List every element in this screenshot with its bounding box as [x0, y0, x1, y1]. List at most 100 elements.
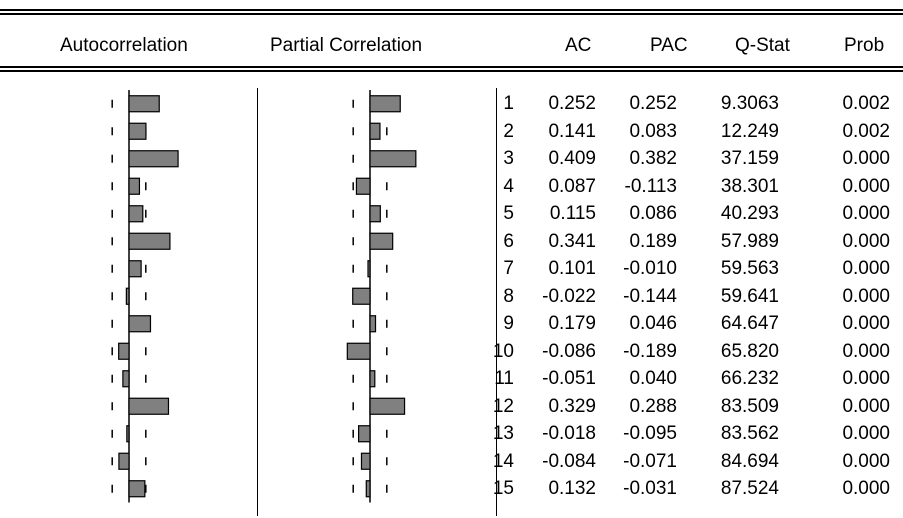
pac-bar: [369, 315, 377, 333]
pac-cell: -0.031: [623, 478, 677, 499]
prob-cell: 0.000: [842, 175, 890, 197]
ac-cell: -0.084: [542, 450, 596, 472]
prob-cell: 0.000: [842, 340, 890, 362]
ac-cell: 0.329: [548, 395, 596, 417]
pac-bar: [367, 260, 371, 278]
ac-bar: [125, 287, 130, 305]
ac-cell: 0.179: [548, 313, 596, 334]
pac-cell: 0.086: [629, 203, 677, 224]
pac-cell: 0.046: [629, 313, 677, 334]
qstat-header: Q-Stat: [735, 35, 790, 56]
pac-cell: -0.113: [624, 175, 677, 197]
qstat-cell: 37.159: [720, 148, 779, 169]
prob-cell: 0.000: [842, 285, 890, 307]
qstat-cell: 38.301: [720, 175, 779, 197]
lag-cell: 11: [494, 368, 514, 389]
lag-cell: 9: [503, 313, 514, 334]
ac-bar: [122, 370, 130, 388]
prob-header: Prob: [844, 35, 885, 56]
ac-bar: [128, 232, 171, 250]
ac-bar: [118, 342, 130, 360]
pac-bar: [355, 177, 371, 195]
autocorrelation-header: Autocorrelation: [60, 35, 188, 56]
prob-cell: 0.000: [842, 148, 890, 169]
lag-cell: 13: [492, 423, 514, 444]
pac-header: PAC: [650, 35, 688, 56]
pac-bar: [358, 425, 371, 443]
pac-cell: 0.083: [629, 120, 677, 142]
pac-bar: [369, 232, 394, 250]
qstat-cell: 83.562: [720, 423, 779, 444]
prob-cell: 0.000: [842, 423, 890, 444]
qstat-cell: 66.232: [720, 368, 779, 389]
qstat-cell: 59.641: [720, 285, 779, 307]
pac-cell: 0.252: [629, 93, 677, 114]
pac-cell: 0.288: [629, 395, 677, 417]
pac-cell: 0.382: [629, 148, 677, 169]
pac-bar: [360, 452, 371, 470]
ac-cell: 0.141: [548, 120, 596, 142]
pac-bar: [365, 480, 371, 498]
ac-cell: -0.086: [542, 340, 596, 362]
prob-cell: 0.000: [842, 395, 890, 417]
ac-cell: -0.051: [542, 368, 596, 389]
ac-cell: 0.101: [548, 258, 596, 279]
ac-bar: [128, 315, 152, 333]
lag-cell: 1: [503, 93, 514, 114]
ac-cell: 0.132: [548, 478, 596, 499]
qstat-cell: 57.989: [720, 230, 779, 252]
ac-cell: 0.252: [548, 93, 596, 114]
ac-bar: [128, 177, 141, 195]
qstat-cell: 9.3063: [720, 93, 779, 114]
pac-cell: -0.095: [623, 423, 677, 444]
lag-cell: 10: [492, 340, 514, 362]
ac-bar: [126, 425, 130, 443]
ac-bar: [128, 95, 160, 113]
prob-cell: 0.002: [842, 93, 890, 114]
pac-cell: -0.189: [623, 340, 677, 362]
ac-cell: 0.087: [548, 175, 596, 197]
top-rule: [0, 9, 903, 11]
lag-cell: 3: [503, 148, 514, 169]
ac-bar: [128, 260, 142, 278]
pac-cell: 0.189: [629, 230, 677, 252]
header-rule-inner: [0, 70, 903, 72]
prob-cell: 0.000: [842, 368, 890, 389]
qstat-cell: 65.820: [720, 340, 779, 362]
header-rule: [0, 66, 903, 68]
ac-cell: 0.115: [549, 203, 596, 224]
ac-bar: [118, 452, 130, 470]
qstat-cell: 84.694: [720, 450, 779, 472]
ac-bar: [128, 480, 146, 498]
lag-cell: 2: [503, 120, 514, 142]
lag-cell: 14: [492, 450, 514, 472]
qstat-cell: 59.563: [720, 258, 779, 279]
lag-cell: 8: [503, 285, 514, 307]
ac-bar: [128, 397, 170, 415]
prob-cell: 0.000: [842, 450, 890, 472]
pac-bar: [346, 342, 371, 360]
lag-cell: 4: [503, 175, 514, 197]
lag-cell: 12: [492, 395, 514, 417]
pac-bar: [352, 287, 371, 305]
lag-cell: 6: [503, 230, 514, 252]
pac-cell: -0.010: [623, 258, 677, 279]
ac-bar: [128, 205, 144, 223]
ac-cell: -0.022: [542, 285, 596, 307]
top-rule-inner: [0, 13, 903, 15]
ac-cell: -0.018: [542, 423, 596, 444]
lag-cell: 5: [503, 203, 514, 224]
pac-cell: 0.040: [629, 368, 677, 389]
qstat-cell: 12.249: [720, 120, 779, 142]
qstat-cell: 87.524: [720, 478, 779, 499]
qstat-cell: 40.293: [720, 203, 779, 224]
pac-cell: -0.144: [623, 285, 677, 307]
pac-bar: [369, 122, 381, 140]
pac-bar: [369, 95, 401, 113]
prob-cell: 0.000: [842, 230, 890, 252]
ac-cell: 0.409: [548, 148, 596, 169]
qstat-cell: 83.509: [720, 395, 779, 417]
prob-cell: 0.000: [842, 478, 890, 499]
prob-cell: 0.002: [842, 120, 890, 142]
